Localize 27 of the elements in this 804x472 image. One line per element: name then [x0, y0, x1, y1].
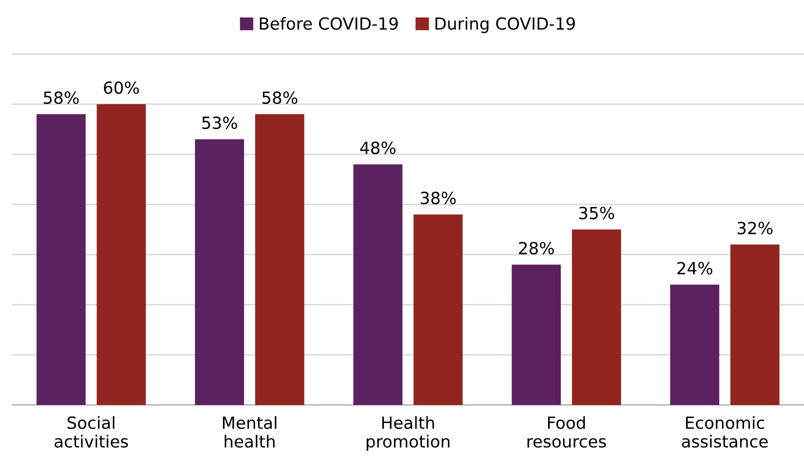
bar — [414, 214, 463, 405]
data-label: 28% — [519, 242, 554, 254]
data-label: 53% — [202, 116, 238, 130]
x-tick-label: Health promotion — [366, 416, 450, 451]
data-label: 38% — [420, 192, 456, 204]
bar — [572, 230, 622, 405]
data-label: 58% — [262, 91, 298, 104]
x-tick-label: Economic assistance — [682, 416, 768, 448]
data-label: 24% — [677, 262, 712, 274]
bar — [730, 244, 780, 405]
x-tick-label: Food resources — [528, 416, 606, 448]
x-tick-label: Social activities — [54, 416, 128, 448]
bar — [194, 139, 244, 405]
legend-label: During COVID-19 — [436, 16, 575, 34]
data-label: 60% — [104, 81, 139, 94]
bar — [353, 164, 402, 405]
data-label: 48% — [360, 142, 396, 154]
data-label: 35% — [579, 206, 614, 220]
bar — [36, 114, 86, 405]
x-tick-label: Mental health — [222, 416, 276, 448]
bar — [670, 284, 720, 405]
bar — [255, 114, 304, 405]
legend-label: Before COVID-19 — [260, 16, 398, 30]
bar — [96, 104, 146, 405]
data-label: 32% — [738, 222, 772, 234]
bar — [512, 264, 561, 405]
data-label: 58% — [44, 91, 79, 104]
